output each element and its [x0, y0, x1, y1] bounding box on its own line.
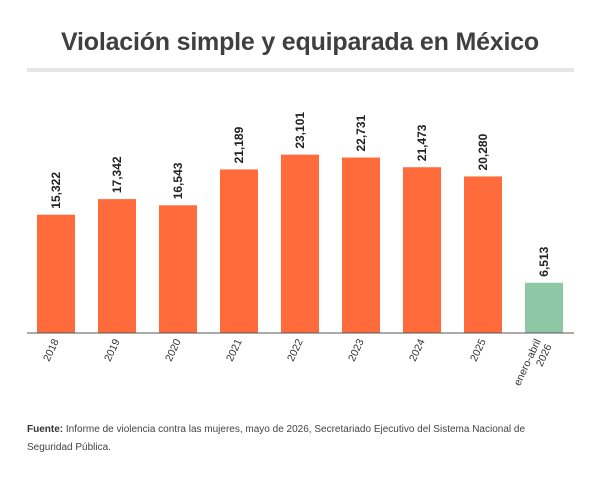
bar — [342, 157, 380, 333]
x-tick-label: enero-abril2026 — [512, 337, 555, 393]
data-label: 6,513 — [537, 246, 551, 276]
data-label: 21,473 — [415, 124, 429, 161]
x-tick-label: 2021 — [224, 337, 245, 363]
source-note: Fuente: Informe de violencia contra las … — [27, 421, 557, 457]
title-divider — [27, 68, 574, 72]
data-label: 17,342 — [110, 156, 124, 193]
bar — [464, 176, 502, 333]
bar — [159, 205, 197, 333]
x-tick-label: 2024 — [407, 337, 428, 363]
data-label: 23,101 — [293, 112, 307, 149]
source-label: Fuente: — [27, 424, 64, 435]
bar — [220, 169, 258, 333]
data-label: 16,543 — [171, 162, 185, 199]
bar — [37, 214, 75, 333]
x-tick-label: 2023 — [346, 337, 367, 363]
x-tick-label: 2025 — [468, 337, 489, 363]
bar-chart: 15,322 2018 17,342 2019 16,543 2020 21,189 2021… — [27, 112, 574, 393]
bar — [525, 282, 563, 333]
data-label: 15,322 — [49, 172, 63, 209]
bar — [98, 199, 136, 333]
x-tick-label: 2018 — [41, 337, 62, 363]
x-tick-label: 2022 — [285, 337, 306, 363]
data-label: 22,731 — [354, 114, 368, 151]
data-label: 21,189 — [232, 126, 246, 163]
x-tick-label: 2020 — [163, 337, 184, 363]
source-text: Informe de violencia contra las mujeres,… — [27, 424, 526, 453]
chart-title: Violación simple y equiparada en México — [60, 28, 539, 56]
bar — [403, 167, 441, 333]
data-label: 20,280 — [476, 133, 490, 170]
bar — [281, 154, 319, 333]
x-tick-label: 2019 — [102, 337, 123, 363]
